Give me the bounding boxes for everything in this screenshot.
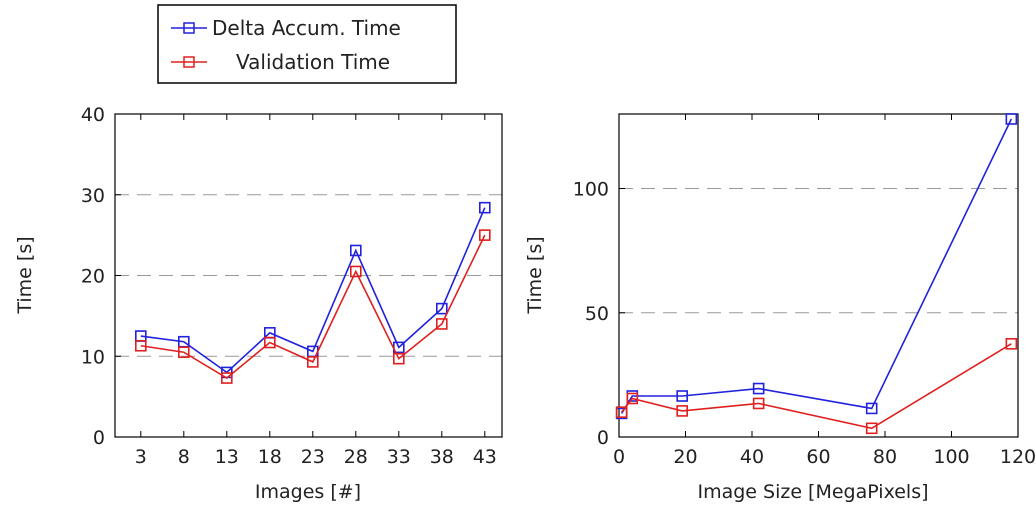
data-point-series-1 — [865, 402, 878, 415]
data-point-series-2 — [135, 339, 147, 352]
y-tick-labels: 0 10 20 30 40 — [81, 104, 105, 449]
x-tick-label: 120 — [1000, 446, 1036, 468]
series-layer — [615, 113, 1018, 435]
data-point-series-1 — [1005, 113, 1018, 125]
x-tick-labels: 0 20 40 60 80 100 120 — [613, 446, 1036, 468]
data-point-series-1 — [435, 302, 448, 315]
grid-lines — [619, 188, 1018, 314]
data-point-series-1 — [676, 390, 688, 402]
x-tick-label: 20 — [673, 446, 697, 468]
y-tick-label: 30 — [81, 185, 105, 207]
data-point-series-1 — [752, 382, 765, 395]
series-layer — [135, 201, 491, 384]
x-tick-label: 60 — [806, 446, 830, 468]
tick-marks — [115, 113, 486, 438]
data-point-series-2 — [478, 229, 491, 241]
data-point-series-1 — [349, 244, 362, 257]
legend: Delta Accum. Time Validation Time — [157, 4, 457, 84]
y-tick-label: 20 — [81, 266, 105, 288]
x-tick-label: 28 — [344, 446, 368, 468]
x-tick-label: 80 — [873, 446, 897, 468]
series-line-2 — [621, 343, 1012, 430]
data-point-series-2 — [306, 356, 319, 368]
series-line-1 — [620, 118, 1013, 414]
x-tick-label: 33 — [387, 446, 411, 468]
x-tick-label: 38 — [430, 446, 454, 468]
data-point-series-2 — [435, 318, 448, 330]
data-point-series-2 — [178, 346, 190, 359]
x-axis-title: Images [#] — [255, 481, 361, 503]
y-tick-label: 50 — [585, 303, 609, 325]
y-tick-label: 100 — [573, 179, 609, 201]
data-point-series-2 — [676, 405, 688, 417]
chart-image-size: 0 50 100 0 20 40 60 80 100 120 Image Size [MegaP… — [524, 113, 1036, 503]
tick-marks — [618, 114, 1019, 438]
legend-box — [157, 4, 457, 84]
data-point-series-2 — [626, 392, 639, 405]
data-point-series-2 — [752, 397, 765, 410]
data-point-series-2 — [221, 372, 233, 384]
x-tick-labels: 3 8 13 18 23 28 33 38 43 — [135, 446, 497, 468]
legend-label-series-1: Delta Accum. Time — [212, 16, 401, 40]
y-tick-labels: 0 50 100 — [573, 179, 609, 449]
data-point-series-2 — [615, 406, 628, 418]
series-line-2 — [140, 234, 486, 380]
y-tick-label: 0 — [597, 427, 609, 449]
legend-marker-series-1 — [183, 22, 195, 34]
y-tick-label: 10 — [81, 346, 105, 368]
plot-frame — [618, 113, 1019, 438]
x-tick-label: 43 — [473, 446, 497, 468]
grid-lines — [115, 194, 502, 357]
legend-label-series-2: Validation Time — [236, 50, 390, 74]
x-tick-label: 100 — [933, 446, 969, 468]
x-tick-label: 13 — [215, 446, 239, 468]
data-point-series-1 — [478, 201, 491, 214]
data-point-series-2 — [263, 336, 276, 349]
plot-frame — [114, 113, 503, 438]
x-tick-label: 0 — [613, 446, 625, 468]
x-tick-label: 18 — [258, 446, 282, 468]
y-axis-title: Time [s] — [524, 236, 546, 314]
x-axis-title: Image Size [MegaPixels] — [697, 481, 928, 503]
data-point-series-2 — [392, 352, 405, 365]
x-tick-label: 3 — [135, 446, 147, 468]
data-point-series-2 — [349, 265, 362, 278]
legend-marker-series-2 — [183, 56, 195, 68]
y-tick-label: 0 — [93, 427, 105, 449]
y-tick-label: 40 — [81, 104, 105, 126]
x-tick-label: 23 — [301, 446, 325, 468]
data-point-series-2 — [1005, 338, 1018, 350]
x-tick-label: 40 — [740, 446, 764, 468]
data-point-series-2 — [865, 422, 878, 435]
series-line-1 — [140, 207, 486, 374]
x-tick-label: 8 — [178, 446, 190, 468]
y-axis-title: Time [s] — [14, 236, 36, 314]
